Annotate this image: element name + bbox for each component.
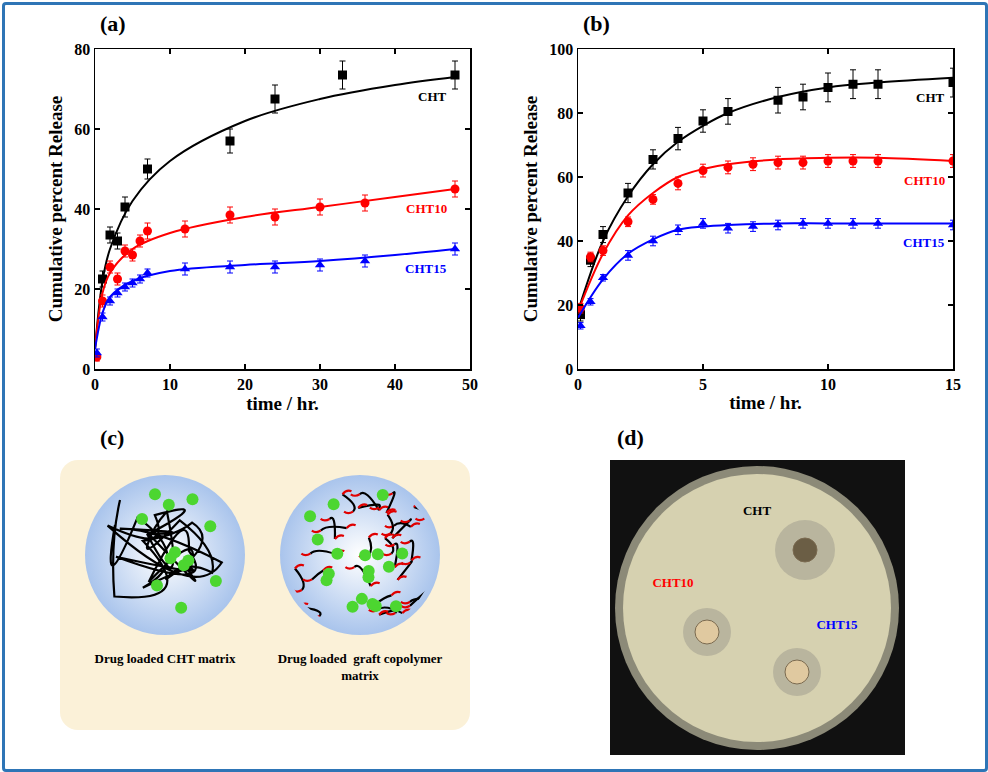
svg-text:0: 0 (82, 361, 90, 378)
svg-text:30: 30 (312, 376, 328, 393)
svg-text:40: 40 (387, 376, 403, 393)
svg-text:CHT10: CHT10 (652, 575, 693, 590)
svg-text:Drug loaded graft copolymer: Drug loaded graft copolymer (278, 651, 443, 666)
svg-text:CHT: CHT (916, 90, 945, 105)
svg-text:20: 20 (237, 376, 253, 393)
svg-text:(c): (c) (100, 425, 124, 450)
svg-text:CHT: CHT (743, 503, 772, 518)
svg-text:10: 10 (162, 376, 178, 393)
svg-text:Drug loaded CHT matrix: Drug loaded CHT matrix (95, 651, 236, 666)
svg-text:15: 15 (945, 376, 961, 393)
svg-text:0: 0 (574, 376, 582, 393)
svg-text:80: 80 (74, 41, 90, 58)
svg-text:20: 20 (557, 297, 573, 314)
svg-text:CHT15: CHT15 (816, 617, 858, 632)
svg-text:0: 0 (91, 376, 99, 393)
svg-text:10: 10 (820, 376, 836, 393)
svg-text:time / hr.: time / hr. (729, 392, 802, 413)
svg-text:CHT10: CHT10 (904, 173, 945, 188)
svg-text:CHT10: CHT10 (406, 201, 447, 216)
svg-text:60: 60 (74, 121, 90, 138)
svg-text:5: 5 (699, 376, 707, 393)
svg-text:40: 40 (74, 201, 90, 218)
svg-text:0: 0 (565, 361, 573, 378)
svg-text:(d): (d) (617, 425, 644, 450)
html-text:(b): (b) (583, 11, 610, 36)
svg-text:CHT: CHT (418, 89, 447, 104)
svg-text:Cumulative percent Release: Cumulative percent Release (45, 96, 66, 323)
svg-text:50: 50 (462, 376, 478, 393)
svg-text:60: 60 (557, 169, 573, 186)
svg-text:20: 20 (74, 281, 90, 298)
svg-text:CHT15: CHT15 (903, 235, 945, 250)
svg-text:matrix: matrix (341, 668, 379, 683)
svg-text:80: 80 (557, 105, 573, 122)
svg-text:100: 100 (549, 41, 573, 58)
html-text:(a): (a) (100, 11, 126, 36)
svg-text:40: 40 (557, 233, 573, 250)
svg-text:Cumulative percent Release: Cumulative percent Release (520, 96, 541, 323)
svg-text:time / hr.: time / hr. (246, 393, 319, 414)
svg-text:CHT15: CHT15 (405, 261, 447, 276)
